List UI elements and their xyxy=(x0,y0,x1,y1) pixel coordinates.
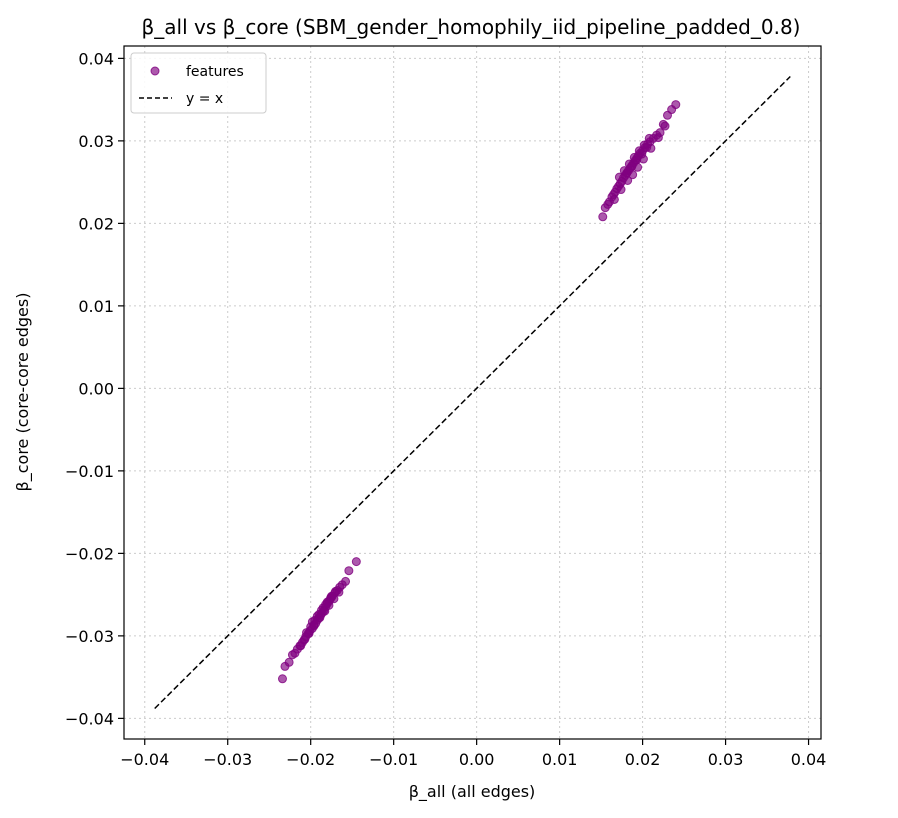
x-axis-ticks: −0.04 −0.03 −0.02 −0.01 0.00 0.01 0.02 0.03 0.04 xyxy=(120,739,826,769)
y-tick-label: 0.02 xyxy=(78,214,114,233)
x-tick-label: 0.01 xyxy=(542,750,578,769)
y-tick-label: 0.00 xyxy=(78,379,114,398)
scatter-point xyxy=(334,587,344,597)
scatter-point xyxy=(644,133,654,143)
x-tick-label: −0.04 xyxy=(120,750,169,769)
x-tick-label: 0.03 xyxy=(708,750,744,769)
scatter-point xyxy=(614,172,624,182)
scatter-point xyxy=(341,576,351,586)
scatter-point xyxy=(616,185,626,195)
scatter-point xyxy=(351,557,361,567)
scatter-point xyxy=(344,566,354,576)
y-tick-label: −0.01 xyxy=(65,462,114,481)
x-tick-label: 0.04 xyxy=(791,750,827,769)
scatter-point xyxy=(598,212,608,222)
y-tick-label: 0.01 xyxy=(78,297,114,316)
scatter-points xyxy=(277,100,681,684)
x-tick-label: −0.01 xyxy=(369,750,418,769)
scatter-point xyxy=(646,143,656,153)
plot-frame xyxy=(123,45,822,740)
scatter-point xyxy=(324,600,334,610)
scatter-point xyxy=(329,594,339,604)
scatter-point xyxy=(638,154,648,164)
legend-label-reference: y = x xyxy=(186,91,223,107)
scatter-point xyxy=(653,133,663,143)
y-tick-label: 0.04 xyxy=(78,49,114,68)
scatter-point xyxy=(277,674,287,684)
scatter-point xyxy=(315,613,325,623)
chart-title: β_all vs β_core (SBM_gender_homophily_ii… xyxy=(142,15,801,39)
legend-label-features: features xyxy=(186,64,244,80)
y-axis-ticks: −0.04 −0.03 −0.02 −0.01 0.00 0.01 0.02 0.03 0.04 xyxy=(65,49,124,728)
y-tick-label: 0.03 xyxy=(78,132,114,151)
scatter-point xyxy=(304,628,314,638)
x-tick-label: 0.02 xyxy=(625,750,661,769)
y-tick-label: −0.02 xyxy=(65,544,114,563)
scatter-point xyxy=(671,100,681,110)
x-tick-label: −0.03 xyxy=(203,750,252,769)
legend: features y = x xyxy=(130,52,267,114)
scatter-point xyxy=(309,620,319,630)
scatter-point xyxy=(609,194,619,204)
legend-marker-features xyxy=(150,66,160,76)
y-axis-label: β_core (core-core edges) xyxy=(13,293,33,492)
scatter-point xyxy=(628,170,638,180)
scatter-point xyxy=(660,121,670,131)
scatter-point xyxy=(284,657,294,667)
reference-line-y-equals-x xyxy=(154,75,791,710)
x-tick-label: 0.00 xyxy=(459,750,495,769)
y-tick-label: −0.03 xyxy=(65,627,114,646)
scatter-point xyxy=(623,175,633,185)
grid xyxy=(124,46,821,739)
y-tick-label: −0.04 xyxy=(65,709,114,728)
x-tick-label: −0.02 xyxy=(286,750,335,769)
scatter-point xyxy=(633,162,643,172)
x-axis-label: β_all (all edges) xyxy=(409,782,536,802)
scatter-point xyxy=(296,641,306,651)
